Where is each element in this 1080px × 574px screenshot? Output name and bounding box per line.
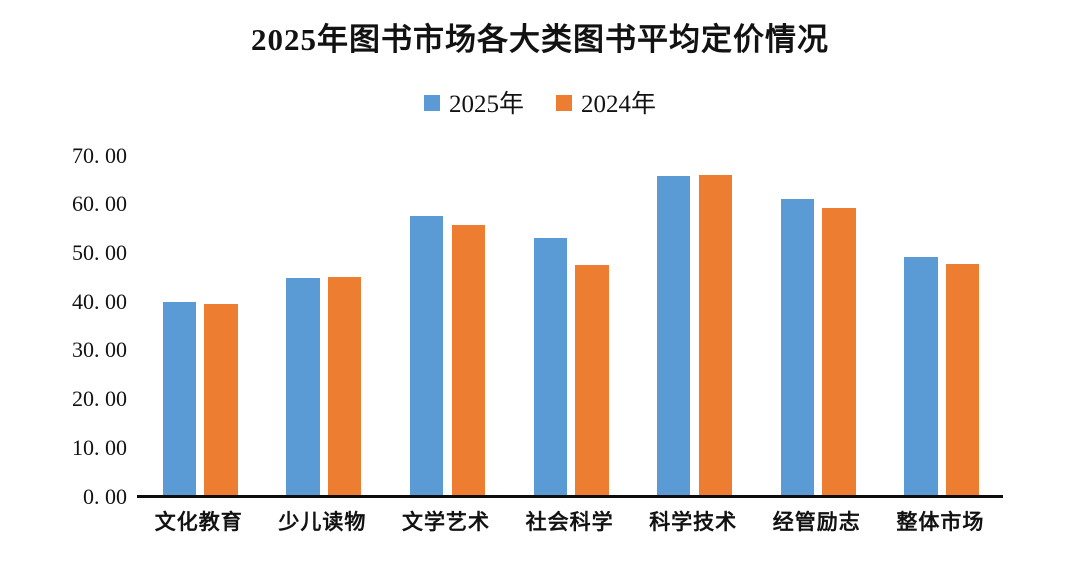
x-category-label: 少儿读物 <box>278 510 367 534</box>
bar-2025年-少儿读物 <box>286 277 320 497</box>
x-category-label: 经管励志 <box>772 510 861 534</box>
bar-2025年-文化教育 <box>162 301 197 497</box>
y-tick-label: 60. 00 <box>72 191 127 217</box>
bar-2024年-社会科学 <box>575 265 609 497</box>
bar-2025年-文学艺术 <box>409 216 444 497</box>
bar-2024年-整体市场 <box>946 264 980 497</box>
legend-label: 2025年 <box>448 91 524 118</box>
y-tick-label: 20. 00 <box>72 386 127 412</box>
bar-2025年-整体市场 <box>904 256 938 497</box>
y-tick-label: 10. 00 <box>72 434 127 460</box>
x-category-label: 社会科学 <box>525 510 614 534</box>
legend: 2025年 2024年 <box>0 84 1080 120</box>
y-tick-label: 70. 00 <box>72 142 127 168</box>
bar-2024年-少儿读物 <box>328 277 362 497</box>
legend-label: 2024年 <box>581 91 657 118</box>
bar-2024年-科学技术 <box>698 174 733 497</box>
bar-2024年-经管励志 <box>822 208 856 497</box>
bar-2024年-文化教育 <box>204 304 238 497</box>
y-tick-label: 0. 00 <box>83 483 127 509</box>
legend-swatch-icon <box>423 95 440 111</box>
x-category-label: 文化教育 <box>154 510 243 534</box>
bar-2025年-经管励志 <box>780 198 815 497</box>
x-axis-line <box>137 495 1003 498</box>
x-category-label: 文学艺术 <box>401 510 490 534</box>
legend-item-0: 2025年 <box>423 84 524 120</box>
legend-item-1: 2024年 <box>556 84 656 120</box>
chart-title: 2025年图书市场各大类图书平均定价情况 <box>251 22 829 57</box>
y-tick-label: 40. 00 <box>72 288 127 314</box>
x-category-label: 科学技术 <box>649 510 738 534</box>
y-tick-label: 50. 00 <box>72 240 127 265</box>
legend-swatch-icon <box>556 95 572 111</box>
bar-2025年-科学技术 <box>657 176 691 497</box>
x-category-label: 整体市场 <box>896 510 985 534</box>
y-tick-label: 30. 00 <box>72 337 127 363</box>
bar-2024年-文学艺术 <box>451 225 485 497</box>
bar-2025年-社会科学 <box>533 237 567 497</box>
